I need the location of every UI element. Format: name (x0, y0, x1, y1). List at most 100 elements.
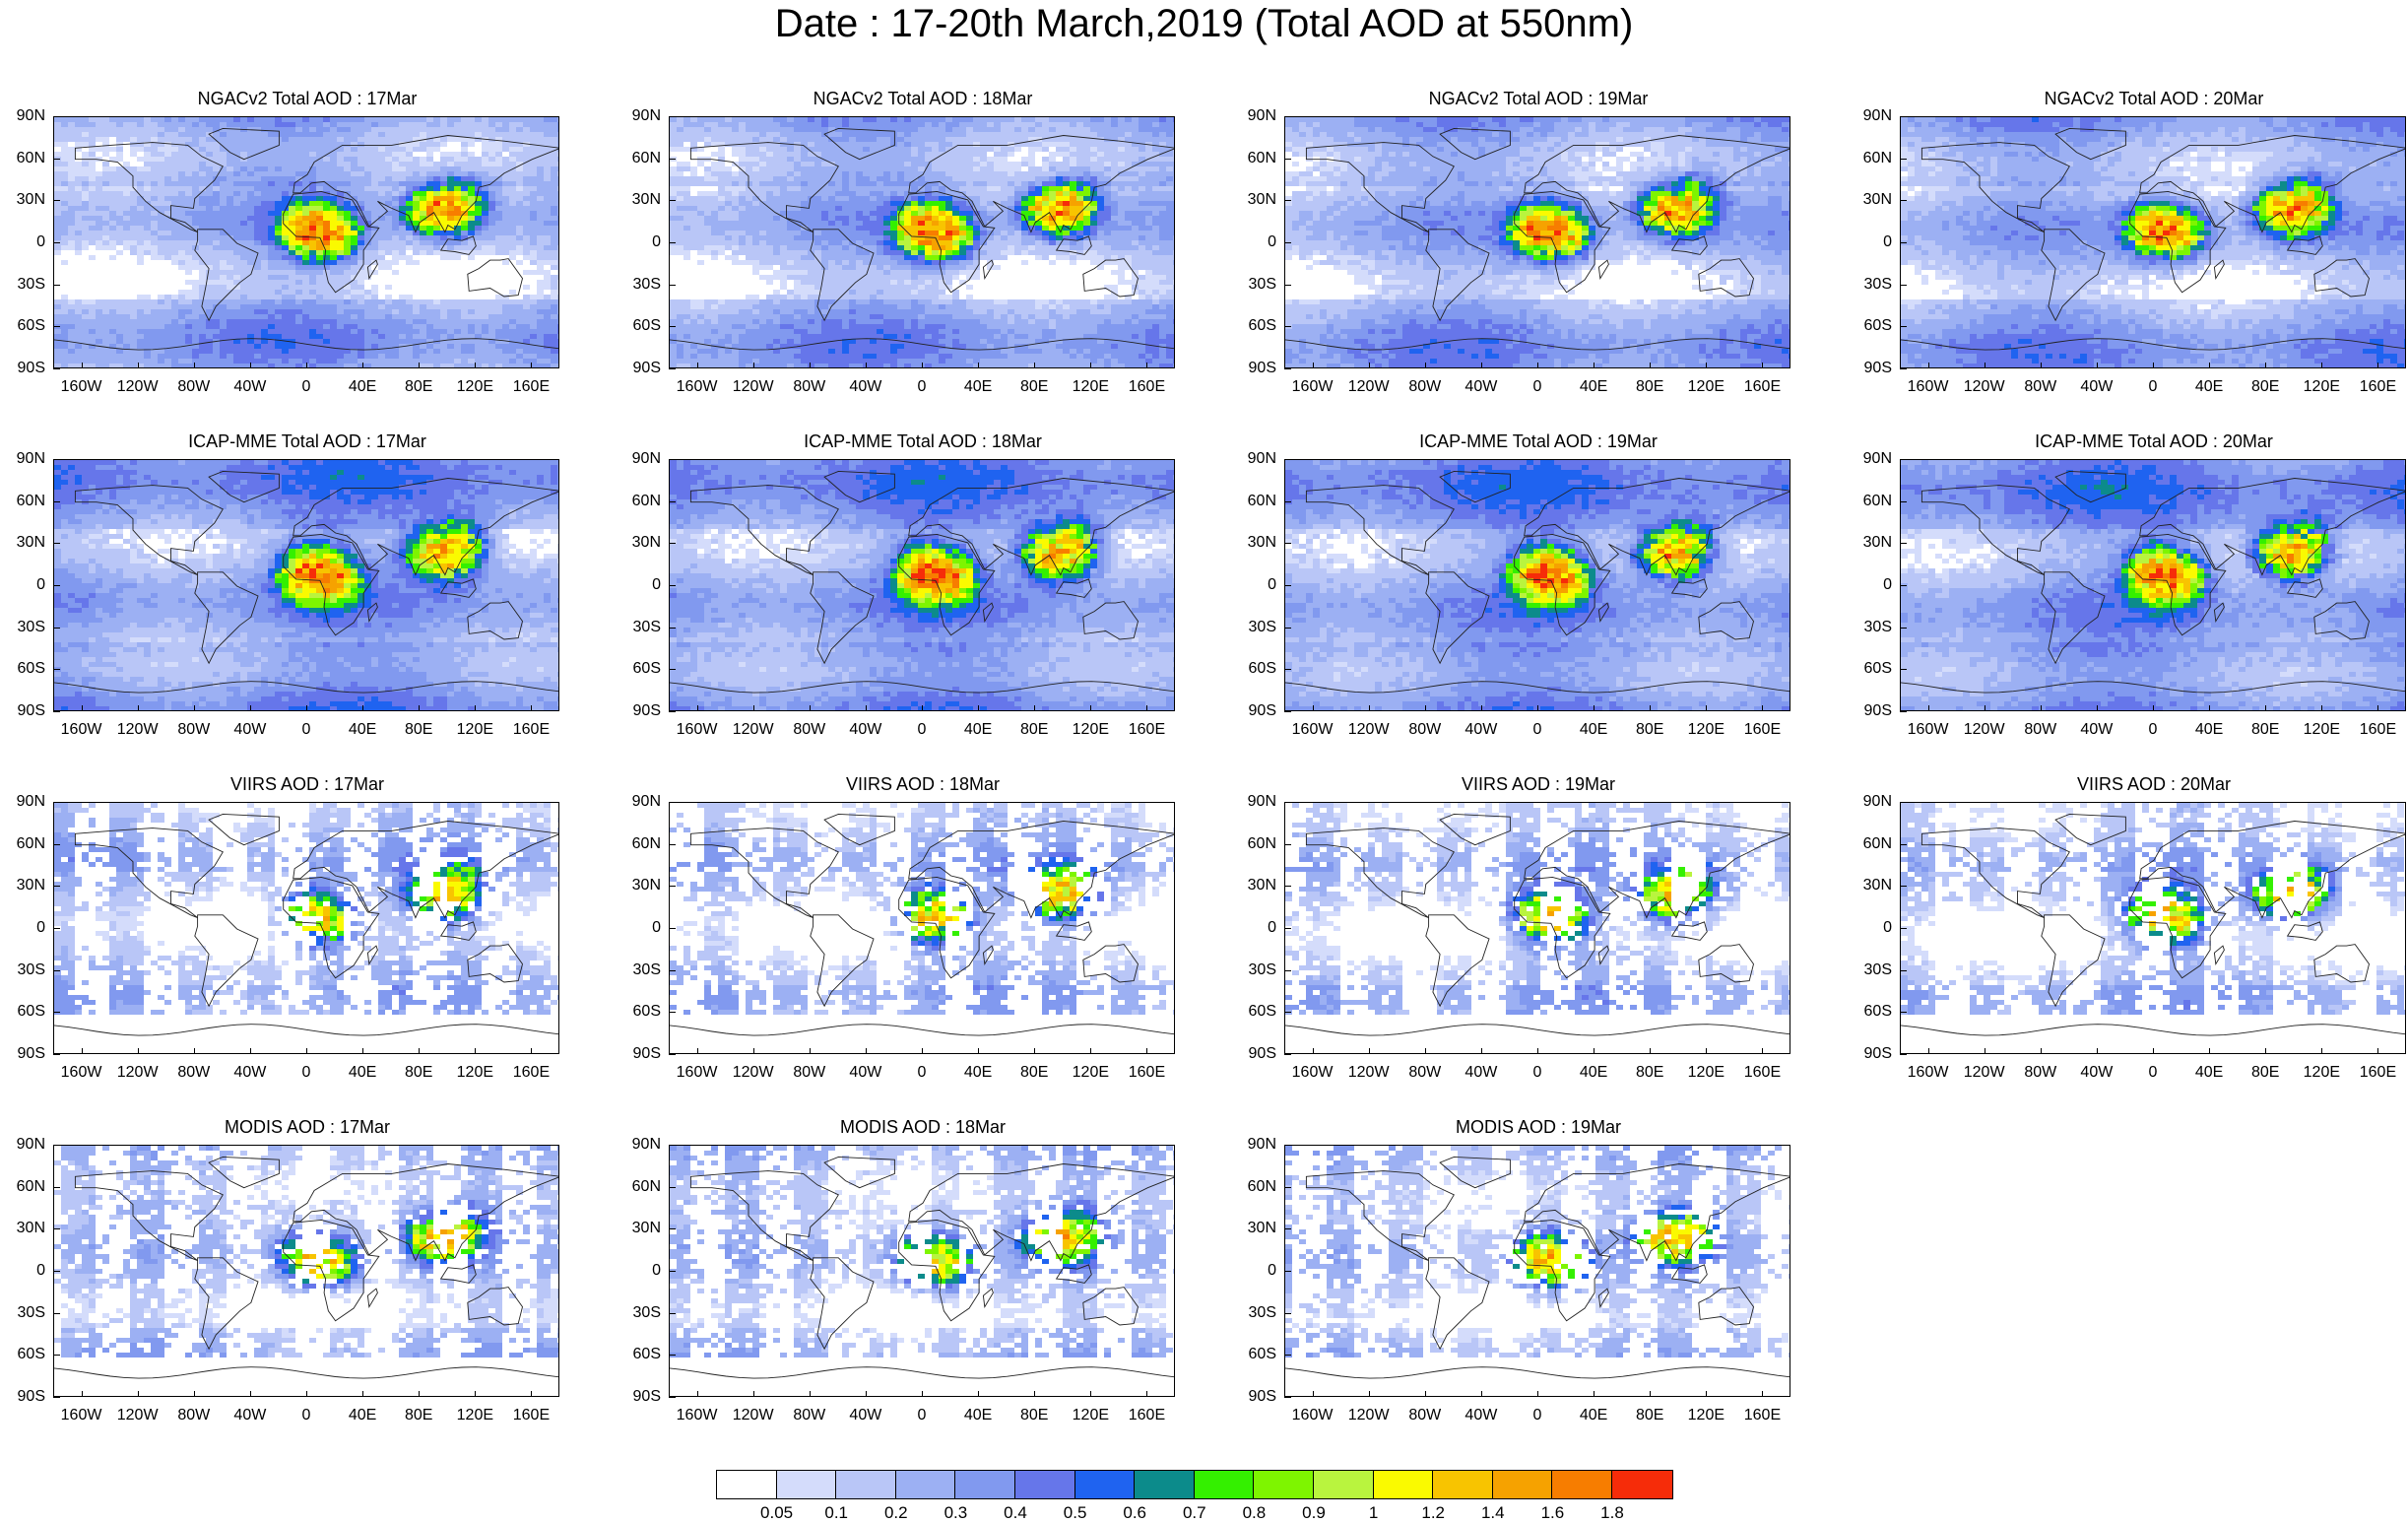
aod-cell (828, 157, 835, 162)
aod-cell (75, 349, 82, 354)
aod-cell (1132, 166, 1139, 171)
aod-cell (82, 334, 89, 339)
aod-cell (856, 176, 863, 181)
aod-cell (289, 240, 295, 245)
aod-cell (1021, 196, 1028, 201)
aod-cell (227, 132, 233, 137)
aod-cell (1139, 162, 1145, 166)
aod-cell (677, 181, 683, 186)
aod-cell (337, 329, 344, 334)
aod-cell (89, 142, 96, 147)
aod-cell (199, 132, 206, 137)
aod-cell (178, 117, 185, 122)
aod-cell (890, 162, 897, 166)
aod-cell (468, 339, 475, 344)
aod-cell (68, 314, 75, 319)
aod-cell (220, 147, 227, 152)
aod-cell (254, 176, 261, 181)
aod-cell (289, 314, 295, 319)
aod-cell (206, 245, 213, 250)
aod-cell (746, 171, 752, 176)
aod-cell (835, 122, 842, 127)
aod-cell (1042, 196, 1049, 201)
aod-cell (213, 304, 220, 309)
aod-cell (1132, 181, 1139, 186)
aod-cell (683, 176, 690, 181)
aod-cell (502, 354, 509, 359)
aod-cell (530, 132, 537, 137)
aod-cell (268, 364, 275, 367)
aod-cell (213, 231, 220, 235)
aod-cell (766, 216, 773, 221)
aod-cell (240, 265, 247, 270)
aod-cell (268, 260, 275, 265)
aod-cell (392, 181, 399, 186)
aod-cell (856, 162, 863, 166)
aod-cell (966, 122, 973, 127)
aod-cell (330, 344, 337, 349)
aod-cell (89, 354, 96, 359)
aod-cell (309, 299, 316, 304)
aod-cell (89, 147, 96, 152)
aod-cell (337, 152, 344, 157)
aod-cell (1042, 176, 1049, 181)
aod-cell (364, 117, 371, 122)
aod-cell (440, 339, 447, 344)
aod-cell (351, 132, 358, 137)
aod-cell (1042, 132, 1049, 137)
aod-cell (109, 319, 116, 324)
aod-cell (130, 364, 137, 367)
aod-cell (1063, 142, 1070, 147)
aod-cell (282, 359, 289, 364)
aod-cell (337, 275, 344, 280)
aod-cell (739, 166, 746, 171)
aod-cell (1111, 127, 1118, 132)
aod-cell (385, 235, 392, 240)
aod-cell (247, 171, 254, 176)
aod-cell (178, 162, 185, 166)
aod-cell (502, 117, 509, 122)
aod-cell (358, 157, 364, 162)
aod-cell (1173, 157, 1174, 162)
aod-cell (54, 127, 61, 132)
aod-cell (96, 324, 102, 329)
aod-cell (109, 334, 116, 339)
aod-cell (282, 142, 289, 147)
aod-cell (1063, 171, 1070, 176)
aod-cell (358, 280, 364, 285)
aod-cell (461, 191, 468, 196)
aod-cell (309, 265, 316, 270)
lat-tick (53, 116, 60, 117)
aod-cell (406, 329, 413, 334)
lon-tick-label: 40E (333, 378, 392, 396)
lat-tick (53, 242, 60, 243)
aod-cell (206, 255, 213, 260)
aod-cell (1139, 142, 1145, 147)
aod-cell (364, 255, 371, 260)
aod-cell (670, 137, 677, 142)
aod-cell (178, 186, 185, 191)
aod-cell (68, 171, 75, 176)
aod-cell (406, 231, 413, 235)
aod-cell (856, 196, 863, 201)
aod-cell (1118, 211, 1125, 216)
aod-cell (240, 152, 247, 157)
aod-cell (358, 349, 364, 354)
aod-cell (530, 206, 537, 211)
aod-cell (787, 127, 794, 132)
aod-cell (509, 240, 516, 245)
aod-cell (385, 285, 392, 290)
aod-cell (295, 186, 302, 191)
aod-cell (54, 186, 61, 191)
aod-cell (959, 181, 966, 186)
aod-cell (137, 211, 144, 216)
lon-tick (306, 363, 307, 368)
aod-cell (316, 171, 323, 176)
aod-cell (289, 349, 295, 354)
aod-cell (482, 329, 488, 334)
aod-cell (364, 181, 371, 186)
aod-cell (842, 117, 849, 122)
aod-cell (1104, 206, 1111, 211)
aod-cell (516, 181, 523, 186)
aod-cell (973, 147, 980, 152)
